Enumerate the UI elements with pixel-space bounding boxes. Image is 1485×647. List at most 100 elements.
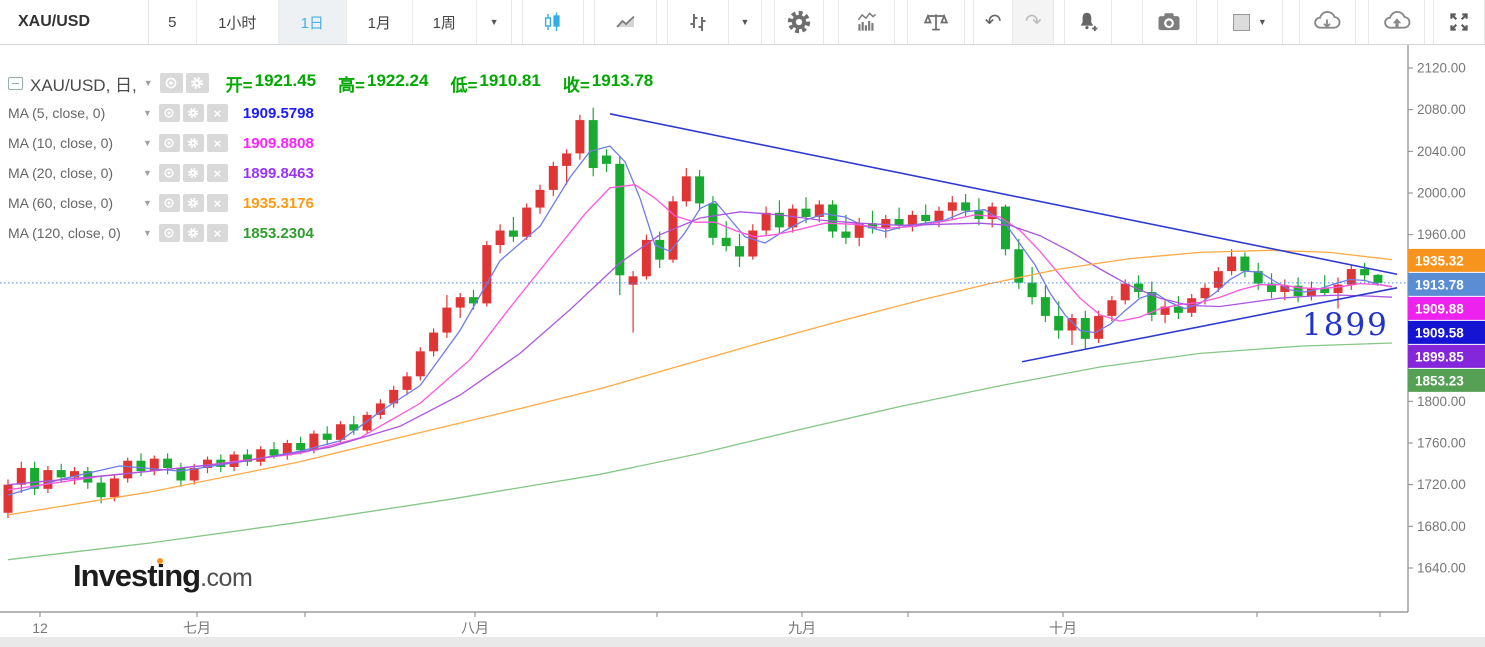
screenshot-button[interactable] — [1141, 0, 1198, 44]
price-tag — [1408, 296, 1485, 320]
candlestick-icon — [545, 12, 560, 31]
remove-indicator-button[interactable]: × — [206, 104, 228, 122]
scales-icon — [923, 13, 949, 31]
interval-button-4[interactable]: 1月 — [347, 0, 413, 44]
eye-icon — [164, 228, 175, 238]
bottom-strip — [0, 637, 1485, 647]
eye-icon — [164, 168, 175, 178]
fullscreen-button[interactable] — [1433, 0, 1485, 44]
ma-value: 1899.8463 — [242, 164, 314, 182]
save-chart-button[interactable] — [1368, 0, 1426, 44]
ohlc-label: 低= — [450, 75, 478, 95]
price-tag-value: 1935.32 — [1415, 253, 1464, 268]
ma-legend-row-4: MA (60, close, 0) ▼ × 1935.3176 — [8, 188, 675, 218]
price-annotation[interactable]: 1899 — [1302, 307, 1389, 343]
camera-icon — [1158, 13, 1180, 31]
remove-indicator-button[interactable]: × — [206, 164, 228, 182]
gear-icon — [188, 167, 199, 179]
ma-settings-button[interactable] — [182, 164, 204, 182]
redo-icon: ↷ — [1024, 11, 1042, 33]
ma-legend-rows: MA (5, close, 0) ▼ × 1909.5798 MA (10, close… — [8, 98, 675, 248]
candlestick-chart-button[interactable] — [522, 0, 584, 44]
trendline-1[interactable] — [609, 113, 1398, 276]
price-tag — [1408, 320, 1485, 344]
undo-button[interactable]: ↶ — [972, 0, 1014, 44]
chevron-down-icon[interactable]: ▼ — [143, 138, 152, 148]
chevron-down-icon[interactable]: ▼ — [143, 228, 152, 238]
ma-settings-button[interactable] — [182, 224, 204, 242]
price-tag — [1408, 368, 1485, 392]
ma-label: MA (10, close, 0) — [8, 135, 114, 151]
y-tick-label: 2000.00 — [1417, 186, 1466, 201]
chevron-down-icon[interactable]: ▼ — [143, 78, 153, 88]
price-tag-value: 1853.23 — [1415, 373, 1464, 388]
redo-button[interactable]: ↷ — [1013, 0, 1055, 44]
x-tick-label: 七月 — [183, 620, 211, 636]
y-tick-label: 2040.00 — [1417, 144, 1466, 159]
toolbar: XAU/USD 5 1小时 1日 1月 1周 ▼ ▼ — [0, 0, 1485, 45]
investing-logo: Investing.com — [73, 558, 253, 593]
gear-icon — [188, 197, 199, 209]
ohlc-label: 收= — [562, 75, 590, 95]
visibility-toggle-button[interactable] — [158, 104, 180, 122]
ohlc-bars-icon — [690, 14, 706, 31]
ma-line-ma60 — [7, 249, 1393, 516]
chart-area: 2120.00 2080.00 2040.00 2000.00 1960.00 1800.… — [0, 45, 1485, 647]
eye-icon — [165, 77, 177, 89]
collapse-icon[interactable] — [8, 76, 23, 90]
x-axis-labels[interactable]: 12 七月 八月 九月 十月 — [32, 612, 1381, 636]
y-tick-label: 1640.00 — [1417, 561, 1466, 576]
interval-button-5[interactable]: 1周 — [413, 0, 477, 44]
add-alert-button[interactable] — [1064, 0, 1112, 44]
ma-value: 1909.5798 — [242, 104, 314, 122]
ma-settings-button[interactable] — [182, 134, 204, 152]
chevron-down-icon: ▼ — [1257, 17, 1267, 27]
trendline-2[interactable] — [1021, 287, 1398, 363]
interval-button-3[interactable]: 1日 — [278, 0, 347, 44]
visibility-toggle-button[interactable] — [158, 224, 180, 242]
ma-line-ma20 — [7, 211, 1393, 486]
eye-icon — [164, 198, 175, 208]
remove-indicator-button[interactable]: × — [206, 194, 228, 212]
gear-icon — [188, 137, 199, 149]
interval-group: 5 1小时 1日 1月 1周 — [149, 0, 477, 44]
price-tag-value: 1909.88 — [1415, 301, 1464, 316]
visibility-toggle-button[interactable] — [158, 164, 180, 182]
x-tick-label: 十月 — [1049, 620, 1077, 636]
series-settings-button[interactable] — [185, 73, 209, 93]
ohlc-bars-button[interactable] — [667, 0, 729, 44]
remove-indicator-button[interactable]: × — [206, 134, 228, 152]
ma-settings-button[interactable] — [182, 194, 204, 212]
interval-dropdown-button[interactable]: ▼ — [477, 0, 513, 44]
ohlc-value: 1921.45 — [254, 70, 317, 90]
remove-indicator-button[interactable]: × — [206, 224, 228, 242]
visibility-toggle-button[interactable] — [159, 73, 183, 93]
interval-button-1[interactable]: 5 — [149, 0, 197, 44]
price-tag — [1408, 272, 1485, 296]
y-tick-label: 1680.00 — [1417, 519, 1466, 534]
settings-button[interactable] — [774, 0, 824, 44]
area-chart-button[interactable] — [593, 0, 658, 44]
price-tag — [1408, 344, 1485, 368]
visibility-toggle-button[interactable] — [158, 194, 180, 212]
price-chart[interactable]: 2120.00 2080.00 2040.00 2000.00 1960.00 1800.… — [0, 45, 1485, 647]
x-tick-label: 12 — [32, 620, 48, 636]
compare-button[interactable] — [907, 0, 965, 44]
load-chart-button[interactable] — [1298, 0, 1356, 44]
visibility-toggle-button[interactable] — [158, 134, 180, 152]
chart-type-dropdown-button[interactable]: ▼ — [728, 0, 763, 44]
chevron-down-icon[interactable]: ▼ — [143, 108, 152, 118]
indicators-button[interactable] — [837, 0, 896, 44]
y-axis-labels[interactable]: 2120.00 2080.00 2040.00 2000.00 1960.00 1800.… — [1408, 61, 1466, 576]
background-color-button[interactable]: ▼ — [1217, 0, 1283, 44]
ma-settings-button[interactable] — [182, 104, 204, 122]
interval-button-2[interactable]: 1小时 — [197, 0, 279, 44]
series-title: XAU/USD, 日, — [30, 75, 137, 95]
ohlc-pair: 开= 1921.45 — [226, 71, 322, 96]
ohlc-value: 1922.24 — [367, 70, 429, 90]
y-tick-label: 2120.00 — [1417, 61, 1466, 76]
chevron-down-icon[interactable]: ▼ — [143, 198, 152, 208]
chevron-down-icon: ▼ — [740, 17, 750, 27]
chevron-down-icon[interactable]: ▼ — [143, 168, 152, 178]
price-tag-value: 1899.85 — [1415, 349, 1464, 364]
